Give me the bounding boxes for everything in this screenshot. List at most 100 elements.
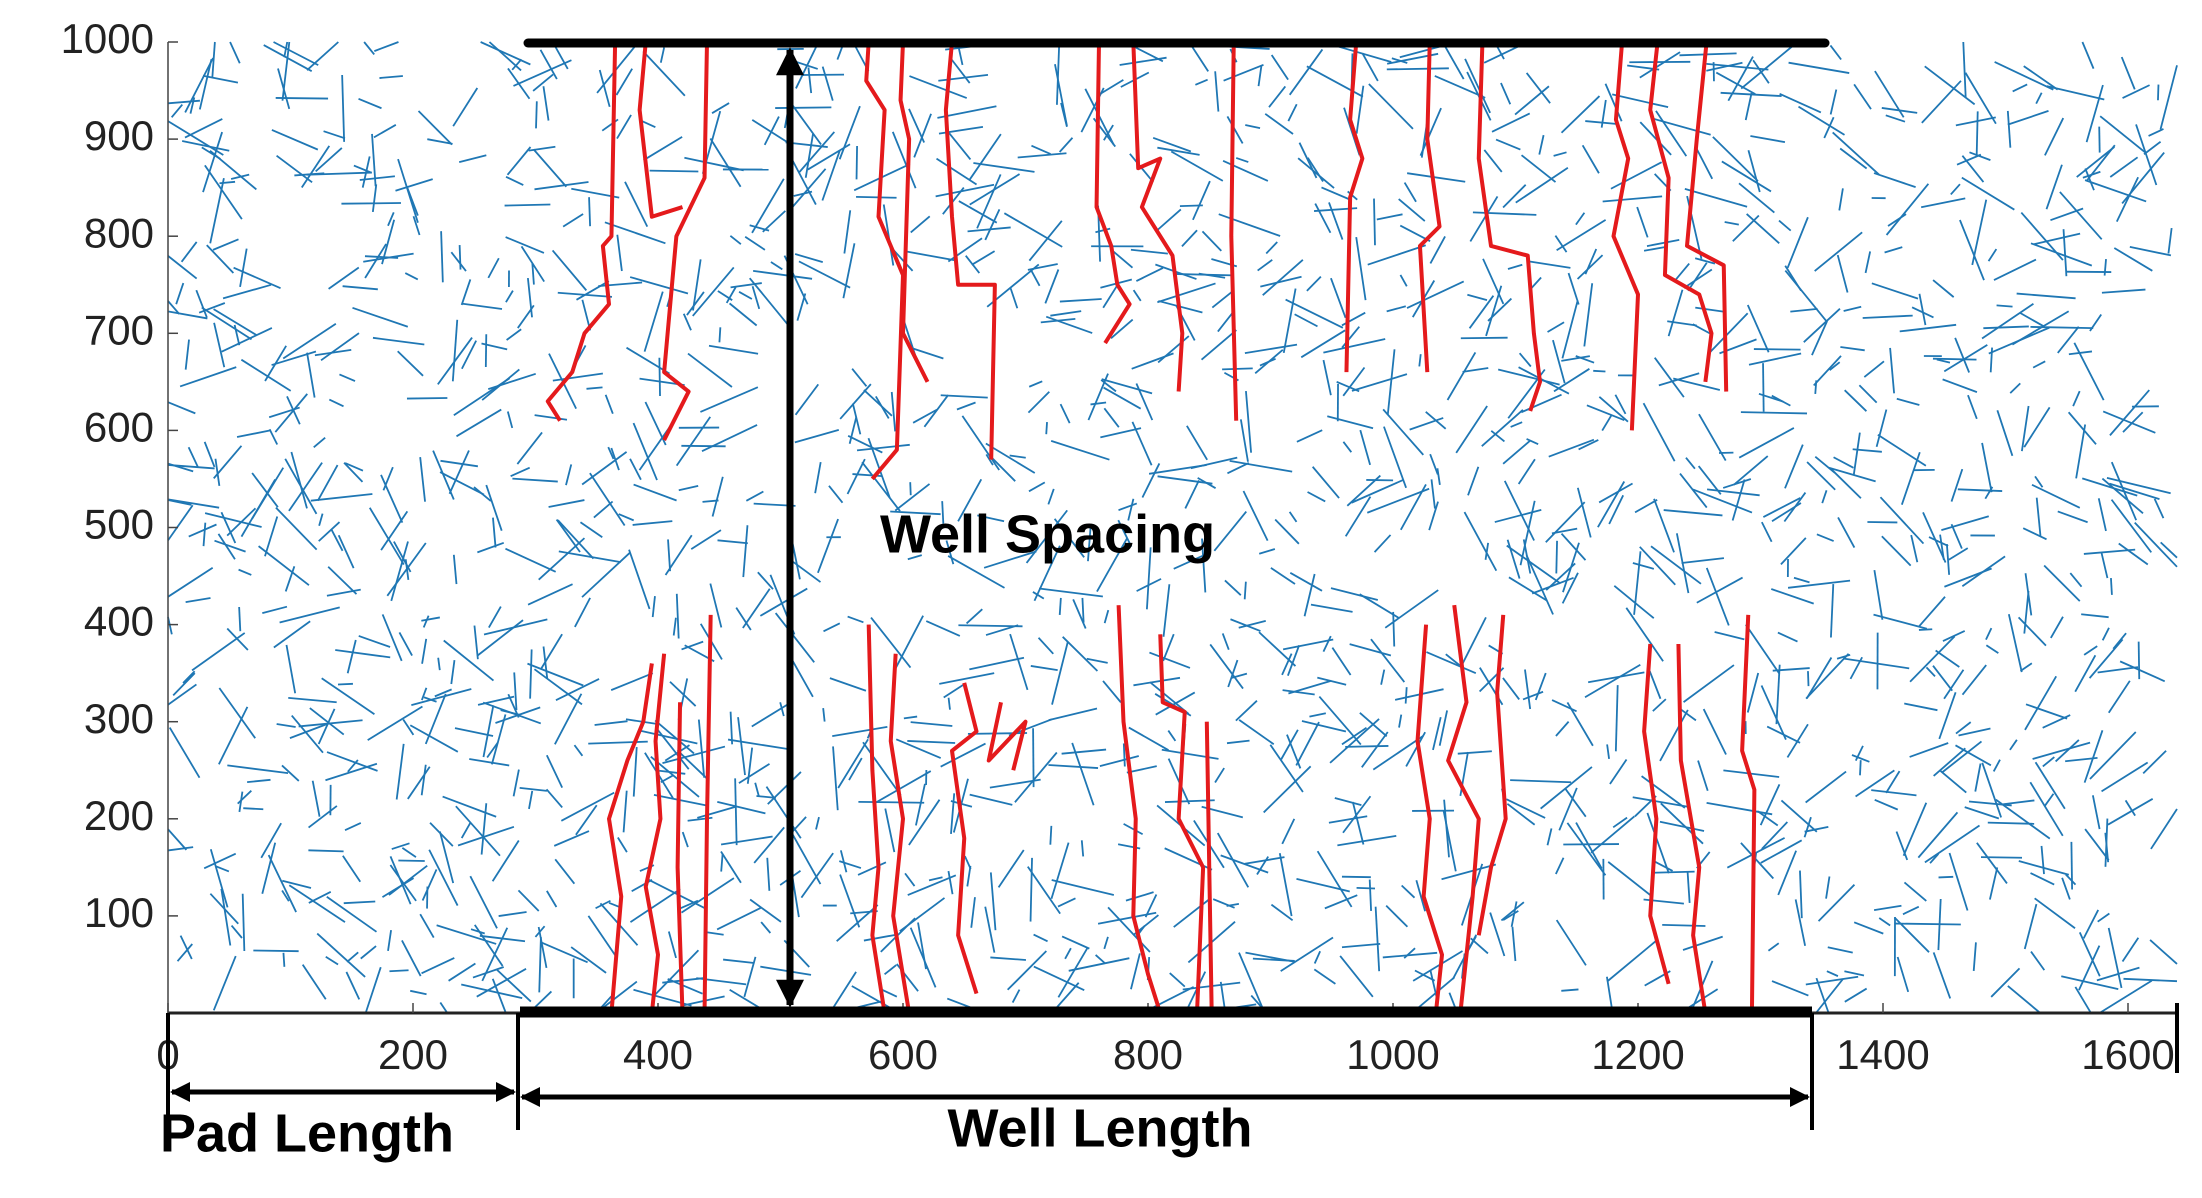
- natural-fracture: [545, 788, 563, 809]
- natural-fracture: [667, 539, 671, 572]
- natural-fracture: [1274, 518, 1300, 545]
- natural-fracture: [1102, 680, 1122, 703]
- natural-fracture: [537, 926, 548, 969]
- natural-fracture: [1314, 203, 1332, 234]
- natural-fracture: [1920, 197, 1966, 209]
- natural-fracture: [1903, 881, 1927, 902]
- natural-fracture: [1328, 202, 1344, 240]
- natural-fracture: [1286, 734, 1302, 769]
- natural-fracture: [317, 708, 336, 745]
- natural-fracture: [1161, 748, 1219, 760]
- natural-fracture: [1068, 957, 1130, 972]
- natural-fracture: [1095, 227, 1111, 234]
- natural-fracture: [1331, 647, 1352, 676]
- natural-fracture: [1318, 695, 1362, 746]
- natural-fracture: [775, 106, 832, 109]
- natural-fracture: [848, 757, 863, 781]
- natural-fracture: [1583, 283, 1594, 347]
- natural-fracture: [1826, 970, 1839, 977]
- natural-fracture: [337, 534, 355, 569]
- natural-fracture: [1928, 536, 1949, 547]
- natural-fracture: [1625, 607, 1664, 662]
- natural-fracture: [947, 697, 951, 710]
- natural-fracture: [1518, 352, 1532, 368]
- natural-fracture: [675, 416, 712, 467]
- natural-fracture: [1316, 850, 1353, 908]
- natural-fracture: [1767, 942, 1780, 952]
- natural-fracture: [1972, 942, 1977, 971]
- natural-fracture: [1932, 952, 1952, 999]
- natural-fracture: [631, 879, 653, 893]
- natural-fracture: [1590, 815, 1636, 854]
- natural-fracture: [847, 434, 883, 454]
- natural-fracture: [735, 607, 752, 631]
- natural-fracture: [1282, 638, 1334, 651]
- natural-fracture: [513, 672, 518, 711]
- natural-fracture: [1817, 884, 1856, 922]
- natural-fracture: [576, 280, 610, 301]
- natural-fracture: [599, 995, 612, 1010]
- natural-fracture: [1201, 538, 1207, 593]
- natural-fracture: [1406, 280, 1465, 309]
- natural-fracture: [1460, 616, 1487, 666]
- natural-fracture: [697, 719, 706, 778]
- natural-fracture: [1762, 363, 1765, 412]
- natural-fracture: [1813, 355, 1842, 387]
- natural-fracture: [1576, 487, 1592, 538]
- natural-fracture: [951, 59, 971, 84]
- natural-fracture: [1027, 866, 1061, 915]
- natural-fracture: [2153, 498, 2165, 519]
- natural-fracture: [905, 250, 957, 262]
- natural-fracture: [910, 215, 931, 234]
- natural-fracture: [738, 291, 753, 300]
- natural-fracture: [1323, 338, 1386, 354]
- natural-fracture: [532, 148, 567, 188]
- natural-fracture: [1386, 349, 1396, 416]
- natural-fracture: [1679, 52, 1737, 57]
- natural-fracture: [188, 523, 217, 538]
- natural-fracture: [1939, 534, 1945, 560]
- natural-fracture: [940, 394, 988, 399]
- natural-fracture: [1392, 611, 1396, 647]
- natural-fracture: [1746, 304, 1770, 353]
- natural-fracture: [1833, 456, 1854, 469]
- natural-fracture: [711, 102, 730, 114]
- natural-fracture: [1056, 41, 1061, 105]
- natural-fracture: [1609, 758, 1628, 785]
- natural-fracture: [1608, 494, 1624, 525]
- natural-fracture: [214, 458, 221, 487]
- natural-fracture: [230, 924, 243, 939]
- natural-fracture: [1058, 137, 1074, 153]
- natural-fracture: [440, 459, 479, 468]
- natural-fracture: [1103, 407, 1120, 428]
- natural-fracture: [1346, 474, 1381, 507]
- natural-fracture: [649, 169, 699, 173]
- natural-fracture: [1376, 213, 1403, 221]
- natural-fracture: [454, 727, 494, 737]
- natural-fracture: [2123, 977, 2178, 983]
- natural-fracture: [1832, 131, 1880, 176]
- natural-fracture: [1575, 212, 1586, 226]
- natural-fracture: [1996, 410, 2014, 457]
- natural-fracture: [389, 864, 417, 902]
- natural-fracture: [807, 67, 813, 94]
- natural-fracture: [243, 807, 264, 811]
- natural-fracture: [1838, 188, 1844, 211]
- natural-fracture: [1633, 551, 1642, 615]
- natural-fracture: [2091, 795, 2101, 830]
- natural-fracture: [1226, 903, 1240, 907]
- natural-fracture: [2107, 927, 2123, 989]
- natural-fracture: [2097, 912, 2110, 923]
- natural-fracture: [2081, 613, 2109, 619]
- natural-fracture: [751, 701, 793, 728]
- natural-fracture: [744, 235, 766, 251]
- natural-fracture: [1975, 111, 1979, 157]
- natural-fracture: [167, 846, 194, 852]
- natural-fracture: [2150, 808, 2178, 850]
- natural-fracture: [1003, 212, 1063, 248]
- natural-fracture: [1806, 461, 1836, 491]
- natural-fracture: [1258, 631, 1297, 667]
- natural-fracture: [282, 879, 312, 889]
- natural-fracture: [2122, 84, 2150, 99]
- natural-fracture: [512, 769, 520, 797]
